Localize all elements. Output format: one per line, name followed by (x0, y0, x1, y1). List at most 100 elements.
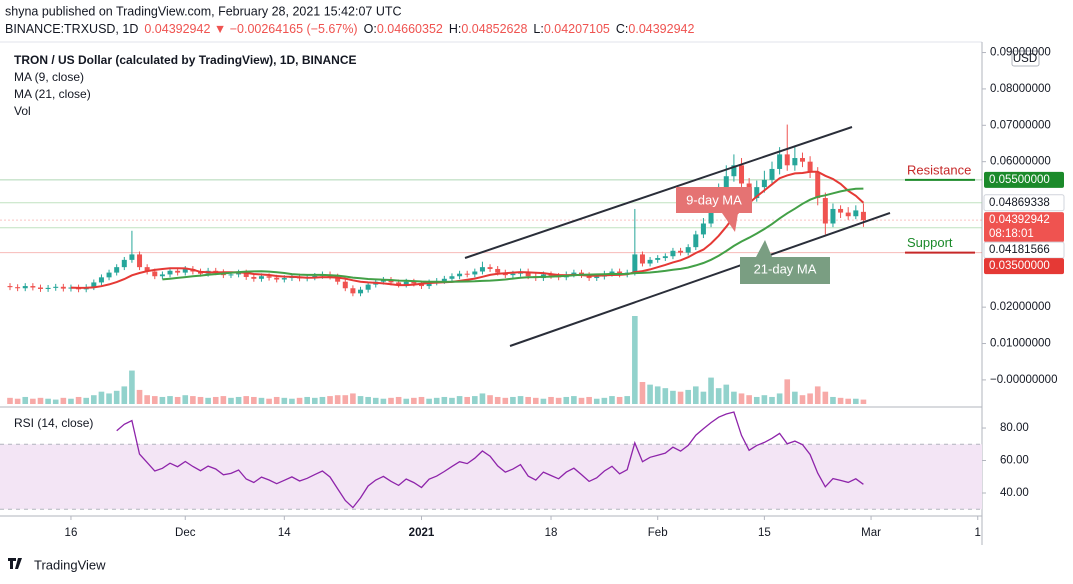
candle-body (388, 279, 394, 283)
volume-bar (822, 391, 829, 404)
volume-bar (129, 370, 135, 404)
candle-body (860, 211, 866, 221)
volume-bar (639, 382, 646, 404)
volume-bar (593, 398, 600, 404)
volume-bar (517, 396, 524, 404)
trend-line (464, 126, 853, 259)
y-tick-label: 0.08000000 (990, 83, 1051, 95)
logo (8, 558, 22, 569)
volume-bar (799, 395, 806, 404)
volume-bar (548, 396, 554, 404)
volume-bar (670, 390, 676, 404)
candle-body (639, 254, 645, 264)
candle-body (281, 278, 287, 280)
candle-body (769, 168, 775, 180)
x-tick-label: Feb (648, 527, 668, 539)
volume-bar (258, 397, 265, 404)
volume-bar (738, 393, 745, 404)
y-tick-label: 0.09000000 (990, 47, 1051, 59)
volume-bar (761, 395, 768, 404)
volume-bar (677, 391, 684, 404)
volume-bar (304, 396, 310, 404)
volume-bar (388, 397, 394, 404)
ma-line (162, 187, 864, 283)
volume-bar (792, 391, 798, 404)
candle-body (662, 256, 668, 259)
volume-bar (7, 397, 13, 404)
candle-body (175, 270, 181, 273)
candle-body (792, 158, 798, 166)
candle-body (495, 268, 501, 273)
x-tick-label: Mar (861, 527, 881, 539)
volume-bar (487, 395, 493, 404)
candle-body (358, 289, 364, 294)
volume-bar (334, 395, 341, 404)
volume-bar (723, 384, 730, 404)
candle-body (594, 276, 600, 279)
volume-bar (571, 396, 577, 404)
candle-body (464, 273, 470, 275)
volume-bar (273, 396, 280, 404)
volume-bar (350, 393, 356, 404)
candle-body (457, 273, 463, 277)
ohlc-value: 0.04207105 (544, 22, 610, 36)
volume-bar (174, 396, 181, 404)
volume-bar (121, 386, 128, 404)
volume-bar (136, 389, 143, 404)
y-tick-label: 0.01000000 (990, 338, 1051, 350)
volume-bar (540, 398, 547, 404)
candle-body (655, 258, 661, 260)
candle-body (830, 208, 836, 224)
volume-bar (456, 396, 463, 404)
candle-body (822, 198, 828, 224)
volume-bar (464, 396, 470, 404)
volume-bar (281, 397, 288, 404)
candle-body (342, 281, 348, 289)
candle-body (365, 284, 371, 290)
volume-bar (75, 396, 82, 404)
rsi-pane: 80.00 60.00 40.00 (0, 411, 1029, 510)
candle-body (403, 281, 409, 285)
candle-body (258, 276, 264, 279)
candle-body (144, 267, 150, 272)
volume-bar (159, 396, 166, 404)
footer: TradingView (8, 557, 106, 572)
symbol: BINANCE:TRXUSD, 1D (5, 22, 138, 36)
price-tag-label: 0.04869338 (989, 197, 1050, 209)
candle-body (91, 282, 97, 288)
quote-line: BINANCE:TRXUSD, 1D 0.04392942 ▼ −0.002641… (5, 22, 694, 36)
volume-bar (693, 386, 699, 404)
volume-bar (715, 388, 722, 404)
candle-body (228, 274, 234, 276)
volume-bar (555, 397, 562, 404)
candle-body (548, 274, 554, 276)
candle-body (167, 270, 173, 275)
rsi-line (116, 411, 864, 509)
volume-bar (525, 396, 531, 404)
volume-bar (601, 397, 608, 404)
level-text: Support (907, 235, 953, 250)
volume-bar (30, 398, 36, 404)
candle-body (350, 288, 356, 294)
volume-bar (212, 396, 219, 404)
indicator-label: MA (21, close) (14, 87, 91, 101)
volume-bar (235, 396, 242, 404)
volume-bar (243, 396, 250, 404)
candle-body (380, 279, 386, 282)
x-tick-label: 1 (975, 527, 981, 539)
candle-body (777, 154, 783, 169)
x-tick-label: Dec (175, 527, 196, 539)
volume-bar (578, 397, 585, 404)
candle-body (15, 287, 21, 289)
ohlc-value: 0.04852628 (461, 22, 527, 36)
ohlc-key: H: (449, 22, 462, 36)
candle-body (723, 176, 729, 191)
ohlc-key: L: (533, 22, 543, 36)
currency-box[interactable] (1011, 50, 1040, 67)
candle-body (426, 282, 432, 287)
volume-bar (144, 395, 150, 404)
volume-bar (380, 398, 387, 404)
volume-bar (753, 396, 760, 404)
candle-body (693, 234, 699, 248)
trend-line (509, 212, 891, 347)
